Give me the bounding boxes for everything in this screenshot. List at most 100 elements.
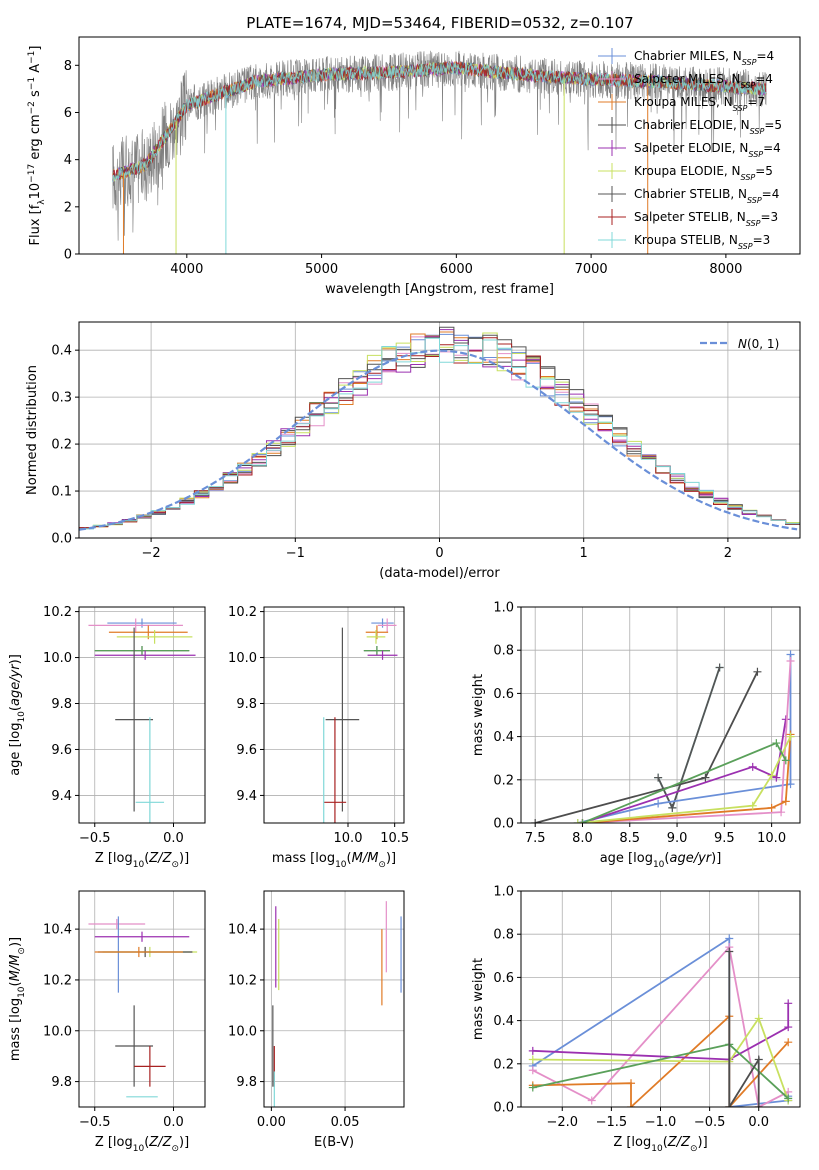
axes-frame: [78, 890, 206, 1108]
x-tick-label: 2: [724, 546, 732, 561]
y-tick-label: 0.4: [493, 1014, 514, 1029]
label-italic: Z/Z: [148, 851, 172, 866]
y-tick-label: 0.0: [51, 532, 72, 547]
legend-label: Salpeter MILES, NSSP=4: [634, 72, 773, 90]
y-axis-label: age [log10(age/yr)]: [8, 654, 27, 776]
weight-series-line: [582, 734, 792, 823]
label-subscript: λ: [37, 199, 47, 205]
label-text: (: [347, 851, 352, 866]
weight-point-marker: [753, 667, 762, 676]
spectrum-panel: 4000 5000 6000 7000 8000 0 2 4 6 8 wavelength [Ang…: [27, 36, 801, 297]
y-tick-label: 0.0: [493, 817, 514, 832]
weight-point-marker: [748, 762, 757, 771]
x-tick-label: 0.0: [163, 1115, 184, 1130]
label-text: Flux [f: [28, 204, 43, 245]
y-tick-label: 0.2: [493, 773, 514, 788]
label-text: (: [663, 1135, 668, 1150]
legend-label-text: Kroupa ELODIE, N: [634, 164, 741, 178]
weight-point-marker: [528, 1083, 537, 1092]
legend-label: N(0, 1): [738, 337, 779, 351]
x-tick-label: 8.0: [572, 831, 593, 846]
y-tick-label: 9.8: [51, 1075, 72, 1090]
label-text: )]: [179, 851, 189, 866]
legend-label-text: Salpeter STELIB, N: [634, 210, 746, 224]
weight-lines: [528, 934, 793, 1107]
legend-label-text: Salpeter MILES, N: [634, 72, 741, 86]
errorbars: [323, 618, 398, 823]
residuals-panel: −2 −1 0 1 2 0.0 0.1 0.2 0.3 0.4 (data-model)/error…: [25, 321, 801, 581]
legend-label-count: =3: [760, 210, 778, 224]
label-text: (: [8, 981, 23, 986]
histogram-step: [79, 337, 800, 530]
x-axis-label: wavelength [Angstrom, rest frame]: [325, 282, 554, 297]
x-tick-label: 9.0: [667, 831, 688, 846]
x-tick-label: −2.0: [546, 1115, 578, 1130]
weight-point-marker: [627, 1079, 636, 1088]
errorbar-point: [116, 629, 193, 644]
label-subscript: 10: [17, 711, 27, 723]
x-tick-label: 10.0: [334, 831, 363, 846]
y-tick-label: 0.6: [493, 971, 514, 986]
legend-label-count: =3: [753, 233, 771, 247]
y-tick-label: 0.3: [51, 391, 72, 406]
y-tick-label: 10.4: [43, 923, 72, 938]
x-tick-label: 0: [435, 546, 443, 561]
age-vs-mass-panel: 10.0 10.5 9.4 9.6 9.8 10.0 10.2 mass [log10(M/M…: [228, 605, 409, 870]
label-subscript: ⊙: [690, 1144, 698, 1154]
y-tick-label: 1.0: [493, 601, 514, 616]
weight-point-marker: [654, 799, 663, 808]
weight-point-marker: [754, 1055, 763, 1064]
x-tick-label: −1.5: [596, 1115, 628, 1130]
legend-label-text: Chabrier STELIB, N: [634, 187, 747, 201]
x-axis-label: age [log10(age/yr)]: [600, 851, 722, 870]
axes-frame: [520, 890, 801, 1108]
label-text: Z [log: [95, 851, 133, 866]
label-text: mass [log: [8, 998, 23, 1061]
mass-vs-Z-panel: −0.5 0.09.810.010.210.4Z [log10(Z/Z⊙)]mas…: [8, 890, 206, 1154]
x-axis-label: mass [log10(M/M⊙)]: [272, 851, 396, 870]
y-tick-label: 10.0: [228, 1024, 257, 1039]
x-tick-label: 6000: [440, 262, 473, 277]
errorbar-point: [377, 618, 397, 633]
legend-label-text: Chabrier MILES, N: [634, 49, 742, 63]
weight-point-marker: [654, 773, 663, 782]
weight-series-line: [532, 1016, 790, 1101]
errorbar-point: [94, 931, 190, 942]
x-tick-label: 8000: [709, 262, 742, 277]
label-text: ]: [28, 46, 43, 51]
y-tick-label: 10.2: [228, 973, 257, 988]
legend-label-count: =5: [755, 164, 773, 178]
x-tick-label: −1: [286, 546, 305, 561]
legend-label-sub: SSP: [747, 196, 762, 205]
weight-point-marker: [767, 803, 776, 812]
weight-point-marker: [748, 801, 757, 810]
errorbar-point: [323, 717, 347, 823]
age-vs-Z-panel: −0.5 0.09.49.69.810.010.2Z [log10(Z/Z⊙)]a…: [8, 605, 206, 870]
gridlines: [79, 607, 205, 823]
y-tick-label: 0.2: [493, 1057, 514, 1072]
legend-label: Chabrier STELIB, NSSP=4: [634, 187, 779, 205]
legend-label-count: =4: [762, 187, 780, 201]
errorbars: [88, 916, 198, 1098]
x-tick-label: 5000: [305, 262, 338, 277]
weight-point-marker: [715, 663, 724, 672]
label-superscript: −1: [27, 77, 37, 90]
label-subscript: 10: [653, 860, 665, 870]
y-tick-label: 9.6: [236, 743, 257, 758]
weight-point-marker: [777, 808, 786, 817]
y-tick-label: 8: [64, 59, 72, 74]
x-tick-label: 0.0: [163, 831, 184, 846]
weight-point-marker: [587, 1096, 596, 1105]
weight-series-line: [532, 1003, 790, 1061]
x-axis-label: E(B-V): [314, 1135, 354, 1150]
x-tick-label: 0.00: [257, 1115, 286, 1130]
legend-label-sub: SSP: [750, 127, 765, 136]
errorbar-point: [367, 650, 398, 660]
x-tick-label: −1.0: [645, 1115, 677, 1130]
y-axis-label: mass [log10(M/M⊙)]: [8, 937, 27, 1061]
label-text: )]: [179, 1135, 189, 1150]
y-tick-label: 10.0: [43, 1024, 72, 1039]
y-tick-label: 10.2: [43, 605, 72, 620]
histogram-step: [79, 326, 800, 529]
weight-point-marker: [531, 819, 540, 823]
